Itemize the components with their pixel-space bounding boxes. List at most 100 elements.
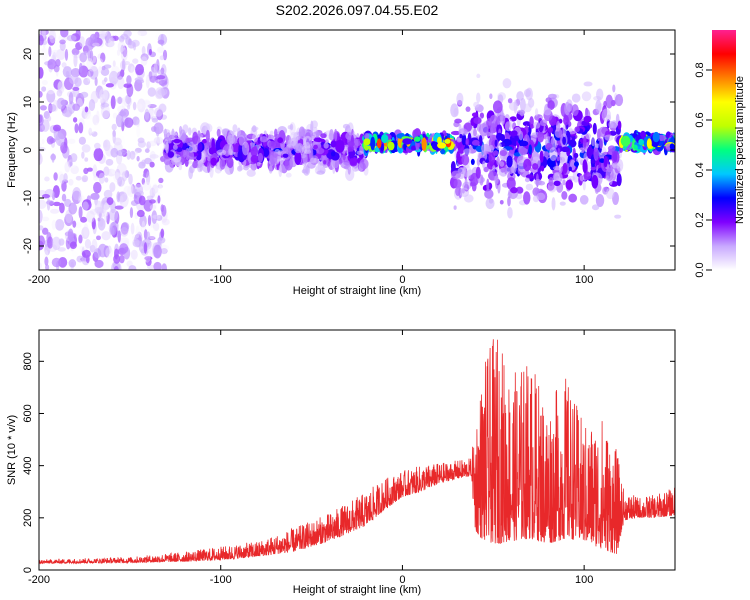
heatmap-cell (69, 161, 73, 167)
heatmap-cell (39, 152, 43, 165)
heatmap-cell (105, 158, 114, 166)
heatmap-cell (506, 164, 515, 175)
heatmap-cell (537, 131, 545, 143)
heatmap-cell (533, 121, 541, 129)
heatmap-cell (228, 143, 234, 156)
heatmap-cell (226, 134, 236, 145)
heatmap-cell (97, 243, 108, 258)
heatmap-cell (70, 153, 78, 163)
heatmap-cell (471, 139, 480, 146)
snr-panel: -200 -100 0 100 0 200 400 600 800 Height of stra… (6, 329, 676, 596)
heatmap-cell (171, 128, 175, 140)
heatmap-cell (98, 172, 106, 184)
heatmap-cell (49, 30, 57, 44)
heatmap-cell (142, 35, 147, 44)
heatmap-cell (456, 92, 464, 106)
heatmap-cell (112, 60, 116, 67)
heatmap-cell (262, 147, 270, 158)
heatmap-cell (48, 46, 52, 57)
colorbar: 0.0 0.2 0.4 0.6 0.8 Normalized spectral ampl… (694, 30, 746, 278)
heatmap-cell (412, 129, 419, 139)
heatmap-cell (459, 187, 470, 198)
heatmap-cell (192, 131, 199, 145)
heatmap-cell (89, 65, 99, 80)
heatmap-cell (281, 146, 292, 160)
heatmap-cell (562, 179, 566, 186)
heatmap-cell (132, 42, 137, 51)
heatmap-cell (153, 244, 162, 259)
heatmap-cell (132, 238, 140, 248)
x-tick-label: -100 (210, 274, 232, 286)
heatmap-cell (421, 137, 427, 151)
colorbar-tick-label: 0.8 (694, 62, 706, 77)
heatmap-cell (559, 201, 566, 206)
heatmap-cell (510, 187, 518, 194)
heatmap-cell (91, 217, 96, 230)
heatmap-cell (500, 112, 506, 125)
heatmap-cell (478, 123, 489, 137)
heatmap-cell (556, 120, 561, 132)
heatmap-cell (504, 164, 508, 175)
heatmap-cell (44, 256, 49, 267)
y-tick-label: 0 (22, 147, 34, 153)
heatmap-cell (525, 183, 534, 191)
heatmap-cell (93, 175, 99, 181)
heatmap-cell (153, 261, 162, 270)
heatmap-cell (323, 142, 329, 149)
heatmap-cell (69, 241, 77, 249)
heatmap-cell (115, 113, 124, 128)
heatmap-cell (73, 53, 78, 68)
heatmap-cell (88, 124, 96, 134)
heatmap-cell (60, 30, 69, 38)
heatmap-cell (492, 165, 496, 172)
heatmap-cell (143, 99, 151, 105)
colorbar-tick-label: 0.0 (694, 262, 706, 277)
heatmap-cell (112, 112, 118, 119)
heatmap-cell (120, 33, 129, 40)
heatmap-cell (121, 222, 130, 232)
heatmap-cell (155, 214, 163, 222)
heatmap-cell (83, 77, 91, 86)
heatmap-cell (638, 138, 645, 146)
heatmap-cell (330, 151, 336, 157)
heatmap-cell (248, 152, 252, 164)
heatmap-cell (502, 78, 512, 89)
heatmap-cell (522, 121, 531, 127)
heatmap-cell (39, 262, 43, 270)
heatmap-cell (485, 197, 495, 210)
heatmap-cell (157, 46, 165, 54)
heatmap-cell (72, 86, 80, 91)
heatmap-cell (119, 237, 130, 246)
heatmap-cell (268, 165, 273, 174)
heatmap-cell (453, 205, 457, 210)
heatmap-cell (132, 101, 137, 111)
heatmap-cell (70, 165, 80, 175)
heatmap-cell (112, 35, 119, 41)
heatmap-cell (463, 148, 472, 156)
heatmap-cell (55, 132, 65, 147)
heatmap-cell (583, 171, 592, 181)
heatmap-cell (188, 166, 194, 180)
heatmap-cell (91, 55, 98, 66)
heatmap-cell (68, 91, 74, 105)
heatmap-cell (216, 128, 221, 138)
heatmap-cell (138, 195, 146, 206)
heatmap-cell (582, 180, 586, 191)
heatmap-cell (62, 66, 73, 78)
heatmap-cell (347, 141, 355, 147)
heatmap-cell (243, 165, 250, 171)
heatmap-cell (39, 235, 45, 248)
heatmap-cell (579, 174, 585, 182)
heatmap-cell (252, 133, 258, 143)
heatmap-cell (100, 104, 111, 119)
heatmap-cell (161, 263, 167, 270)
heatmap-cell (269, 151, 278, 165)
heatmap-cell (155, 126, 160, 137)
heatmap-cell (328, 132, 334, 141)
heatmap-cell (105, 246, 114, 258)
heatmap-cell (188, 146, 194, 153)
heatmap-cell (101, 231, 111, 241)
heatmap-cell (614, 94, 624, 107)
heatmap-cell (57, 81, 64, 91)
